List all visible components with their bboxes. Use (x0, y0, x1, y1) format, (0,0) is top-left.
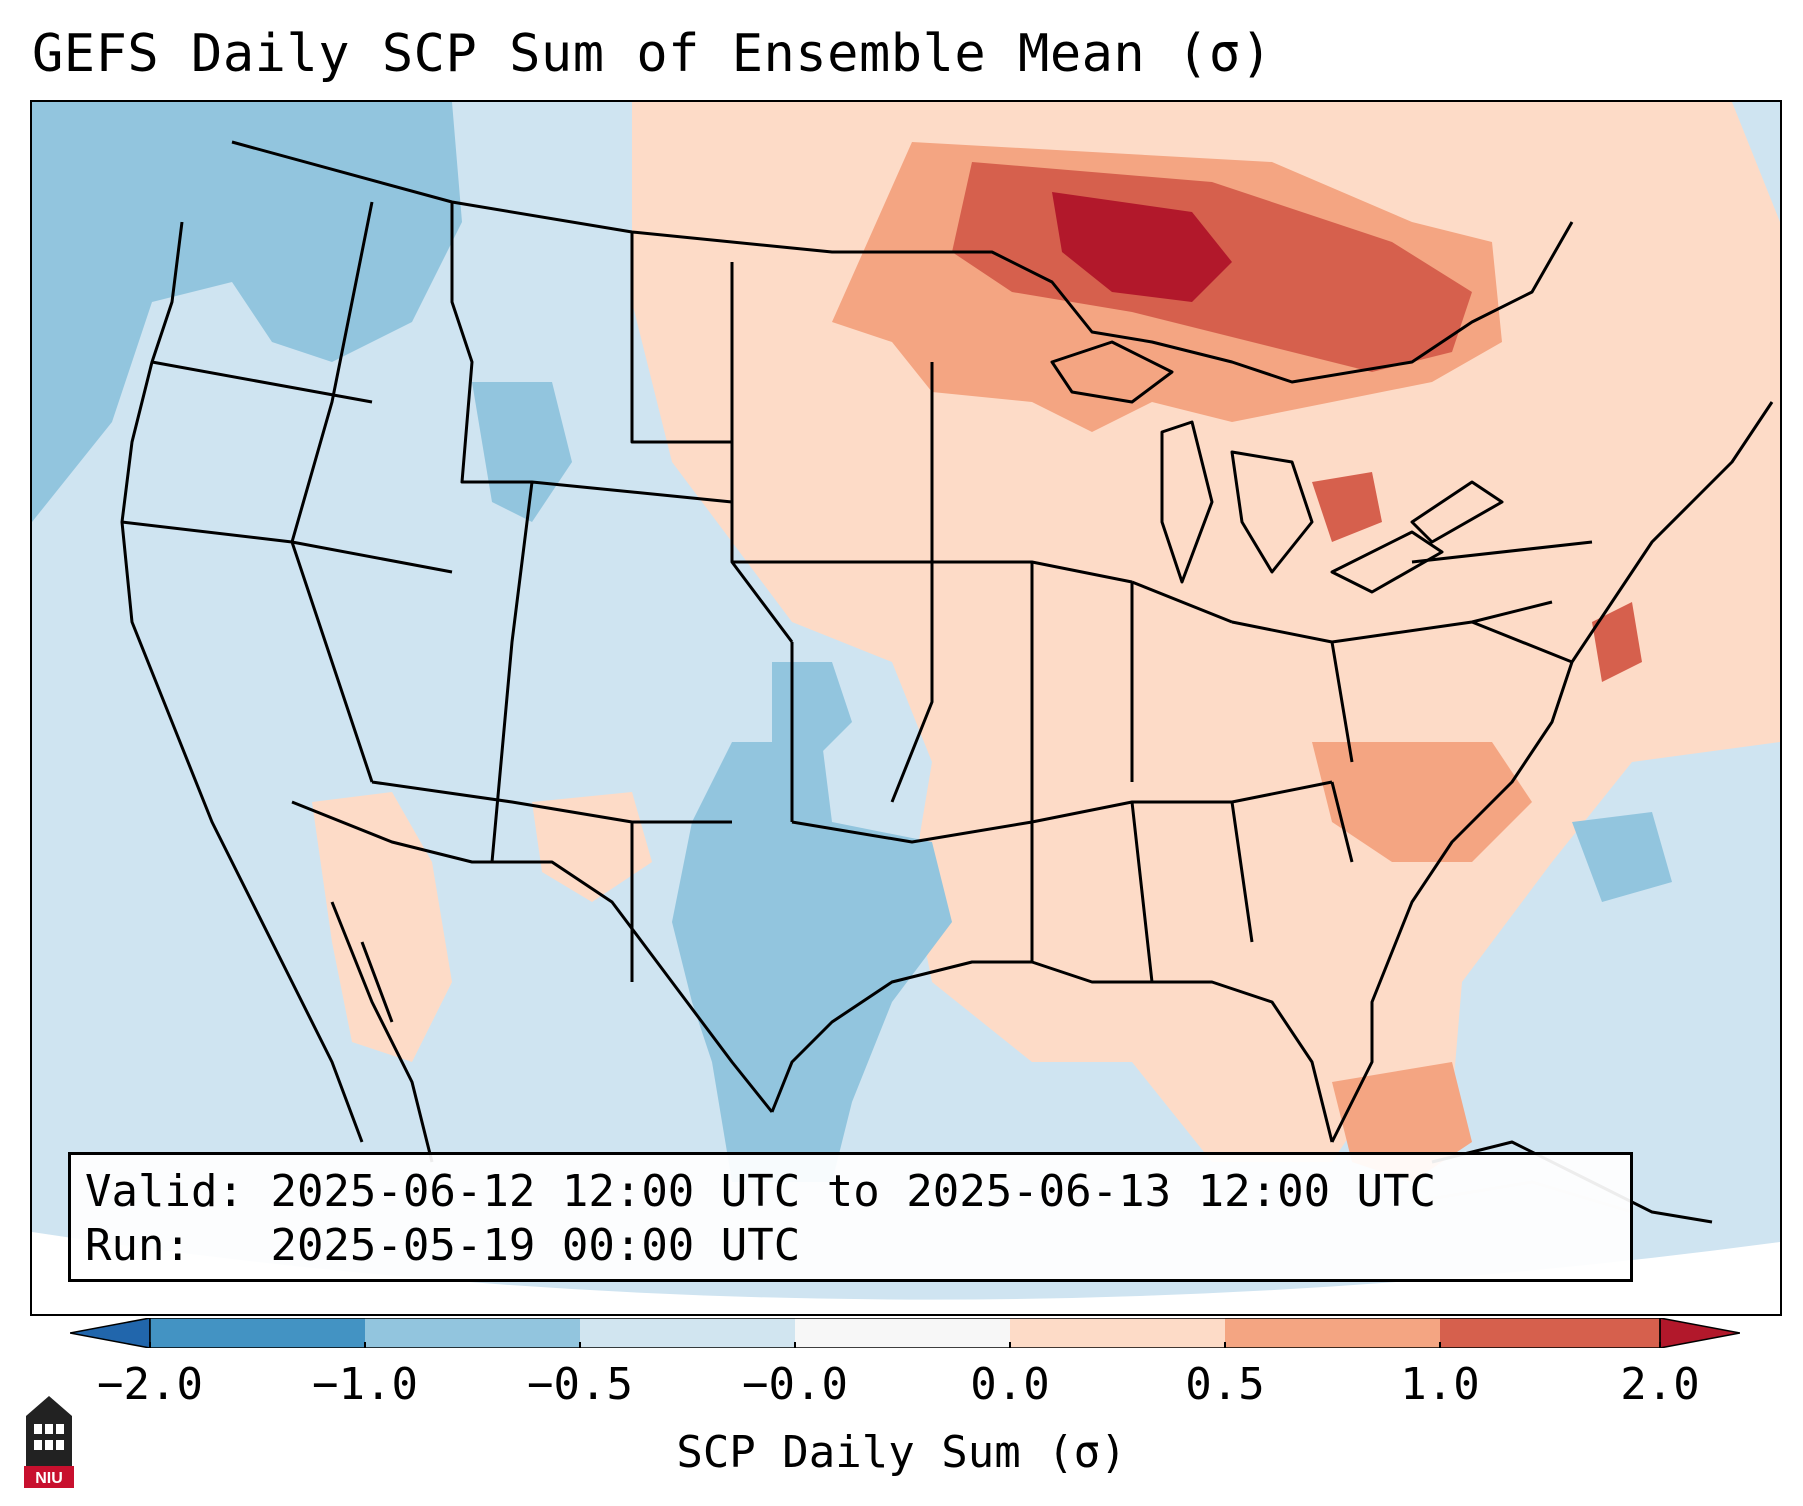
gulf-coast (770, 960, 1334, 1143)
run-line: Run: 2025-05-19 00:00 UTC (85, 1219, 1616, 1273)
colorbar-bin-5 (1010, 1318, 1225, 1348)
colorbar-bin-3 (580, 1318, 795, 1348)
anomaly-negative-atl (1572, 812, 1672, 902)
map-panel: Valid: 2025-06-12 12:00 UTC to 2025-06-1… (30, 100, 1782, 1316)
us-mexico-border (291, 800, 774, 1113)
colorbar-bin-2 (365, 1318, 580, 1348)
colorbar (70, 1318, 1740, 1348)
anomaly-negative-tx (672, 742, 952, 1182)
anomaly-positive-mid-2 (1312, 742, 1532, 862)
chart-title: GEFS Daily SCP Sum of Ensemble Mean (σ) (32, 22, 1272, 86)
anomaly-negative-wy (472, 382, 572, 522)
colorbar-tick-label: 1.0 (1400, 1359, 1480, 1410)
colorbar-bin-4 (795, 1318, 1010, 1348)
anomaly-field (32, 102, 1780, 1182)
map-svg (32, 102, 1780, 1314)
us-canada-border (231, 140, 1574, 384)
colorbar-tick-label: −0.5 (527, 1359, 633, 1410)
anomaly-positive-west (312, 792, 452, 1062)
colorbar-tick-label: −2.0 (97, 1359, 203, 1410)
state-lines (121, 201, 1593, 983)
colorbar-under-extension (70, 1318, 151, 1348)
run-label: Run: (85, 1220, 191, 1271)
pacific-coast (120, 221, 364, 1143)
title-text: GEFS Daily SCP Sum of Ensemble Mean (σ) (32, 24, 1273, 84)
anomaly-positive-darkest (1052, 192, 1232, 302)
colorbar-bin-7 (1440, 1318, 1660, 1348)
anomaly-negative-ks (772, 662, 852, 762)
projection-edge (32, 1232, 1780, 1314)
colorbar-tick-marks (149, 1342, 1661, 1348)
colorbar-over-extension (1659, 1318, 1740, 1348)
great-lakes (1050, 340, 1504, 594)
logo-banner (24, 1466, 74, 1488)
anomaly-positive-dark-2 (1312, 472, 1382, 542)
colorbar-tick-label: 2.0 (1620, 1359, 1700, 1410)
atlantic-coast (1330, 401, 1774, 1143)
colorbar-tick-label: 0.5 (1185, 1359, 1265, 1410)
run-value: 2025-05-19 00:00 UTC (270, 1220, 801, 1271)
logo-windows-icon (34, 1424, 64, 1450)
valid-run-info-box: Valid: 2025-06-12 12:00 UTC to 2025-06-1… (68, 1152, 1633, 1282)
colorbar-title: SCP Daily Sum (σ) (676, 1427, 1127, 1478)
baja-peninsula (330, 901, 434, 1163)
colorbar-tick-label: −1.0 (312, 1359, 418, 1410)
colorbar-frame (149, 1318, 1661, 1348)
colorbar-bin-1 (150, 1318, 365, 1348)
colorbar-bin-6 (1225, 1318, 1440, 1348)
colorbar-tick-label: −0.0 (742, 1359, 848, 1410)
valid-line: Valid: 2025-06-12 12:00 UTC to 2025-06-1… (85, 1165, 1616, 1219)
valid-label: Valid: (85, 1166, 244, 1217)
logo-text: NIU (35, 1470, 63, 1487)
valid-value: 2025-06-12 12:00 UTC to 2025-06-13 12:00… (270, 1166, 1437, 1217)
niu-logo: NIU (24, 1396, 74, 1488)
anomaly-negative-nw (32, 102, 462, 522)
colorbar-tick-label: 0.0 (970, 1359, 1050, 1410)
anomaly-positive-dark-3 (1592, 602, 1642, 682)
